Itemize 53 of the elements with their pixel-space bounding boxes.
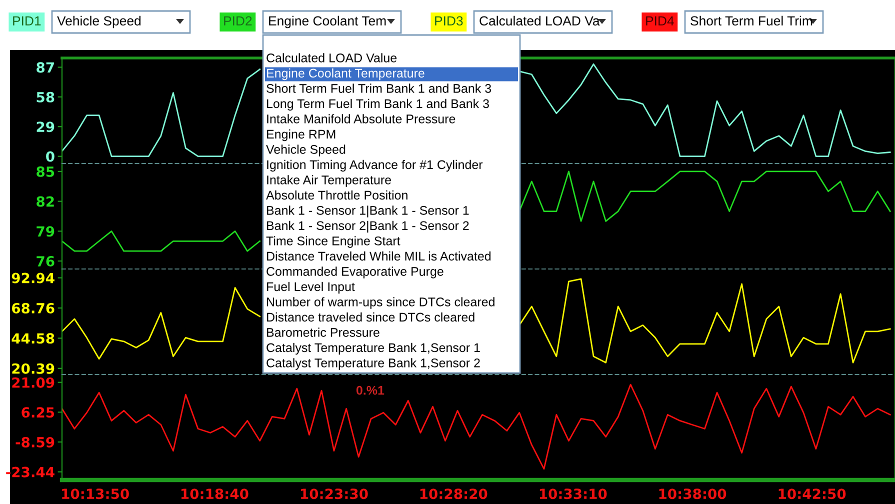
annotation: Barometric Pressure xyxy=(267,328,380,337)
annotation: Long Term Fuel Trim Bank 1 and Bank 3 xyxy=(267,98,489,111)
x-tick-label: 10:28:20 xyxy=(420,488,488,500)
annotation: Time Since Engine Start xyxy=(266,236,400,248)
y-tick-label: 58 xyxy=(36,92,54,102)
y-tick-label: 21.09 xyxy=(12,377,54,388)
annotation: Calculated LOAD Value xyxy=(266,53,397,62)
annotation: Intake Air Temperature xyxy=(267,175,391,187)
y-tick-label: 68.76 xyxy=(12,302,54,314)
annotation: Catalyst Temperature Bank 1,Sensor 1 xyxy=(266,342,480,355)
legend-label: Short Term Fuel Trim xyxy=(690,16,812,26)
annotation: Distance Traveled While MIL is Activated xyxy=(267,251,491,261)
legend-label: Engine Coolant Tem xyxy=(269,16,386,28)
y-tick-label: 6.25 xyxy=(22,407,54,418)
x-tick-label: 10:23:30 xyxy=(301,488,368,500)
annotation: Ignition Timing Advance for #1 Cylinder xyxy=(267,160,483,172)
legend-title: PID1 xyxy=(13,16,41,26)
annotation: Engine RPM xyxy=(267,129,336,142)
annotation: Absolute Throttle Position xyxy=(266,190,408,200)
x-tick-label: 10:13:50 xyxy=(62,488,129,500)
annotation: Bank 1 - Sensor 1|Bank 1 - Sensor 1 xyxy=(267,206,469,218)
legend-label: Calculated LOAD Va xyxy=(480,16,600,26)
annotation: 0.%1 xyxy=(356,386,384,395)
x-tick-label: 10:42:50 xyxy=(778,488,846,500)
line-series xyxy=(62,384,891,470)
y-tick-label: 82 xyxy=(36,196,54,207)
legend-label: Vehicle Speed xyxy=(57,16,141,28)
annotation: Fuel Level Input xyxy=(267,282,355,294)
annotation: Catalyst Temperature Bank 1,Sensor 2 xyxy=(266,358,480,370)
x-tick-label: 10:33:10 xyxy=(540,488,607,500)
annotation: Vehicle Speed xyxy=(266,144,346,156)
y-tick-label: 79 xyxy=(36,226,54,237)
annotation: Short Term Fuel Trim Bank 1 and Bank 3 xyxy=(266,84,492,93)
legend-title: PID2 xyxy=(224,16,252,26)
annotation: Number of warm-ups since DTCs cleared xyxy=(267,297,494,309)
legend-title: PID3 xyxy=(435,16,463,26)
y-tick-label: 20.39 xyxy=(12,363,54,374)
y-tick-label: -8.59 xyxy=(16,436,54,448)
y-tick-label: 29 xyxy=(36,122,54,132)
y-tick-label: 85 xyxy=(36,166,54,177)
y-tick-label: 92.94 xyxy=(12,272,54,284)
x-tick-label: 10:18:40 xyxy=(181,488,248,500)
legend-title: PID4 xyxy=(646,16,674,26)
annotation: Distance traveled since DTCs cleared xyxy=(267,312,474,322)
x-tick-label: 10:38:00 xyxy=(659,488,726,500)
annotation: Commanded Evaporative Purge xyxy=(266,266,444,278)
annotation: Bank 1 - Sensor 2|Bank 1 - Sensor 2 xyxy=(267,220,469,233)
y-tick-label: 87 xyxy=(36,62,54,73)
annotation: Engine Coolant Temperature xyxy=(267,68,424,80)
y-tick-label: 76 xyxy=(36,256,54,267)
y-tick-label: 44.58 xyxy=(12,333,54,344)
annotation: Intake Manifold Absolute Pressure xyxy=(267,114,456,124)
y-tick-label: 0 xyxy=(46,151,54,162)
